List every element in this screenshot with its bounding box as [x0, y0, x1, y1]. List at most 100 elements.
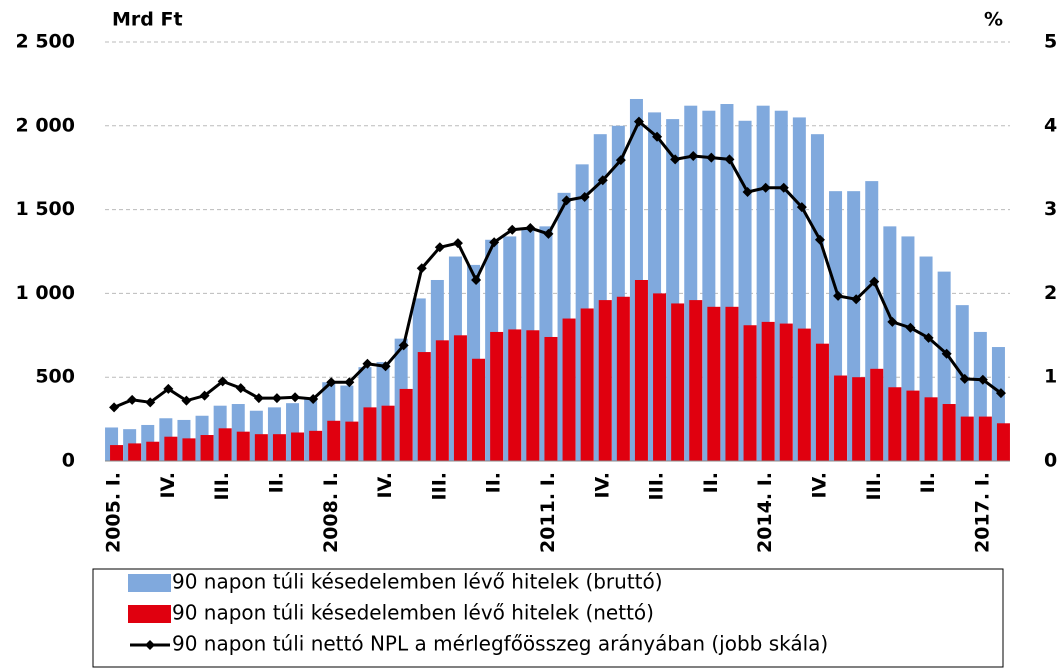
bar: [725, 306, 739, 461]
bar: [544, 336, 558, 461]
x-tick-label: IV.: [157, 472, 179, 499]
bar: [634, 279, 648, 461]
legend-label: 90 napon túli nettó NPL a mérlegfőösszeg…: [172, 632, 828, 656]
bar: [110, 445, 124, 461]
bar: [870, 368, 884, 461]
bar: [309, 430, 323, 461]
legend-box: [92, 568, 1004, 668]
bar: [797, 328, 811, 461]
y2-tick-label: 2: [1044, 282, 1057, 304]
x-tick-label: III.: [428, 472, 450, 500]
line-marker: [670, 154, 681, 165]
line-marker: [869, 276, 880, 287]
line-marker: [579, 192, 590, 203]
bar: [291, 432, 305, 461]
line-marker: [543, 228, 554, 239]
bar: [580, 308, 594, 461]
y-tick-label: 1 500: [16, 198, 76, 220]
line-marker: [181, 395, 192, 406]
bar: [671, 303, 685, 461]
line-marker: [127, 394, 138, 405]
x-tick-label: IV.: [591, 472, 613, 499]
legend-swatch: [128, 605, 171, 623]
bar: [743, 325, 757, 461]
bar: [598, 300, 612, 461]
line-marker: [995, 388, 1006, 399]
line-marker: [199, 390, 210, 401]
line-marker: [434, 242, 445, 253]
bar: [761, 321, 775, 461]
bar: [508, 329, 522, 461]
line-marker: [796, 202, 807, 213]
y-tick-label: 500: [35, 366, 75, 388]
legend-label: 90 napon túli késedelemben lévő hitelek …: [172, 570, 663, 594]
bar: [218, 428, 232, 461]
y-tick-label: 2 500: [16, 31, 76, 53]
x-tick-label: II.: [265, 472, 287, 493]
bar: [960, 416, 974, 461]
line-marker: [362, 358, 373, 369]
line-marker: [851, 294, 862, 305]
y-tick-label: 0: [62, 450, 75, 472]
bar: [453, 335, 467, 461]
legend-marker: [145, 640, 155, 650]
bar: [562, 318, 576, 461]
line-marker: [814, 234, 825, 245]
y2-axis-label: %: [984, 9, 1003, 31]
line-marker: [724, 154, 735, 165]
line-marker: [471, 274, 482, 285]
x-tick-label: III.: [646, 472, 668, 500]
legend-swatch: [128, 574, 171, 592]
line-marker: [344, 377, 355, 388]
line-marker: [163, 383, 174, 394]
line-marker: [398, 340, 409, 351]
bar: [978, 416, 992, 461]
x-tick-label: IV.: [374, 472, 396, 499]
x-tick-label: 2008. I.: [320, 472, 342, 553]
x-tick-label: 2011. I.: [537, 472, 559, 553]
bar: [363, 407, 377, 461]
line-marker: [380, 361, 391, 372]
line-marker: [706, 152, 717, 163]
line-marker: [561, 195, 572, 206]
legend: 90 napon túli késedelemben lévő hitelek …: [92, 568, 1004, 668]
bar: [164, 436, 178, 461]
y-axis-label: Mrd Ft: [112, 9, 183, 31]
bar: [906, 390, 920, 461]
x-tick-label: III.: [863, 472, 885, 500]
line-marker: [633, 116, 644, 127]
line-marker: [416, 263, 427, 274]
bar: [472, 358, 486, 461]
x-tick-label: II.: [917, 472, 939, 493]
bar: [653, 293, 667, 461]
x-tick-label: II.: [483, 472, 505, 493]
bar: [254, 434, 268, 461]
line-marker: [905, 322, 916, 333]
bar: [616, 296, 630, 461]
bar: [182, 438, 196, 461]
y2-tick-label: 1: [1044, 366, 1057, 388]
line-marker: [597, 175, 608, 186]
line-marker: [615, 155, 626, 166]
line-marker: [290, 392, 301, 403]
bar: [526, 330, 540, 461]
line-marker: [253, 393, 264, 404]
bar: [707, 306, 721, 461]
line-marker: [326, 377, 337, 388]
line-marker: [217, 376, 228, 387]
line-marker: [109, 402, 120, 413]
x-tick-label: IV.: [808, 472, 830, 499]
bar: [996, 423, 1010, 461]
bar: [490, 331, 504, 461]
line-marker: [833, 290, 844, 301]
bar: [399, 388, 413, 461]
line-marker: [959, 373, 970, 384]
line-marker: [271, 393, 282, 404]
x-tick-label: 2014. I.: [754, 472, 776, 553]
line-marker: [452, 238, 463, 249]
line-marker: [778, 182, 789, 193]
y-tick-label: 2 000: [16, 114, 76, 136]
bar: [327, 420, 341, 461]
bar: [128, 443, 142, 461]
